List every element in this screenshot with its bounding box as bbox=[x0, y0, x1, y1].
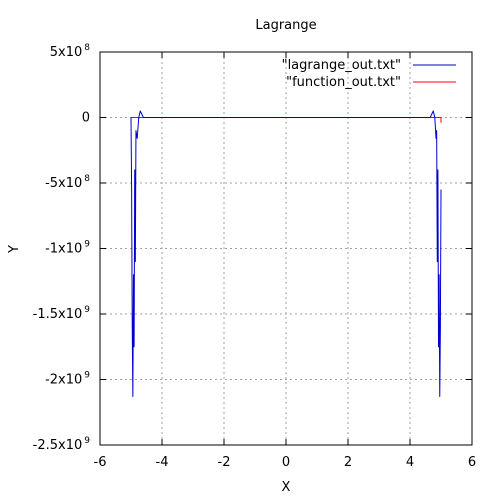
series-line-0 bbox=[130, 110, 442, 398]
grid bbox=[100, 52, 472, 445]
y-tick-mantissa: -2x10 bbox=[45, 373, 82, 388]
x-tick-label: -2 bbox=[218, 455, 231, 470]
y-tick-mantissa: -1.5x10 bbox=[33, 307, 83, 322]
y-tick-mantissa: -1x10 bbox=[45, 242, 82, 257]
y-tick-exponent: 9 bbox=[84, 240, 90, 250]
legend: "lagrange_out.txt" "function_out.txt" bbox=[282, 58, 456, 90]
y-tick-mantissa: -5x10 bbox=[45, 176, 82, 191]
y-tick-label: -2.5x10 9 bbox=[33, 436, 91, 453]
y-tick-label: -1.5x10 9 bbox=[33, 305, 91, 322]
y-tick-label: -5x10 8 bbox=[45, 174, 90, 191]
y-tick-label: -2x10 9 bbox=[45, 371, 90, 388]
y-tick-exponent: 9 bbox=[84, 371, 90, 381]
legend-label-0: "lagrange_out.txt" bbox=[282, 58, 401, 73]
y-tick-label: 5x10 8 bbox=[50, 43, 91, 60]
y-tick-exponent: 8 bbox=[84, 43, 90, 53]
x-tick-label: 4 bbox=[406, 455, 414, 470]
x-tick-label: -4 bbox=[156, 455, 169, 470]
plot-frame bbox=[99, 51, 473, 446]
y-tick-mantissa: 0 bbox=[82, 111, 90, 126]
x-axis-label: X bbox=[282, 480, 291, 495]
y-tick-exponent: 8 bbox=[84, 174, 90, 184]
plot-area bbox=[130, 110, 442, 398]
x-tick-label: 6 bbox=[468, 455, 476, 470]
y-tick-mantissa: 5x10 bbox=[50, 45, 83, 60]
y-axis-label: Y bbox=[7, 245, 22, 254]
y-tick-label: 0 bbox=[82, 111, 90, 126]
legend-label-1: "function_out.txt" bbox=[286, 75, 401, 90]
chart-title: Lagrange bbox=[255, 18, 316, 33]
x-tick-label: 0 bbox=[282, 455, 290, 470]
y-tick-label: -1x10 9 bbox=[45, 240, 90, 257]
y-tick-exponent: 9 bbox=[84, 305, 90, 315]
x-tick-label: -6 bbox=[94, 455, 107, 470]
y-tick-mantissa: -2.5x10 bbox=[33, 438, 83, 453]
y-tick-exponent: 9 bbox=[84, 436, 90, 446]
x-tick-label: 2 bbox=[344, 455, 352, 470]
